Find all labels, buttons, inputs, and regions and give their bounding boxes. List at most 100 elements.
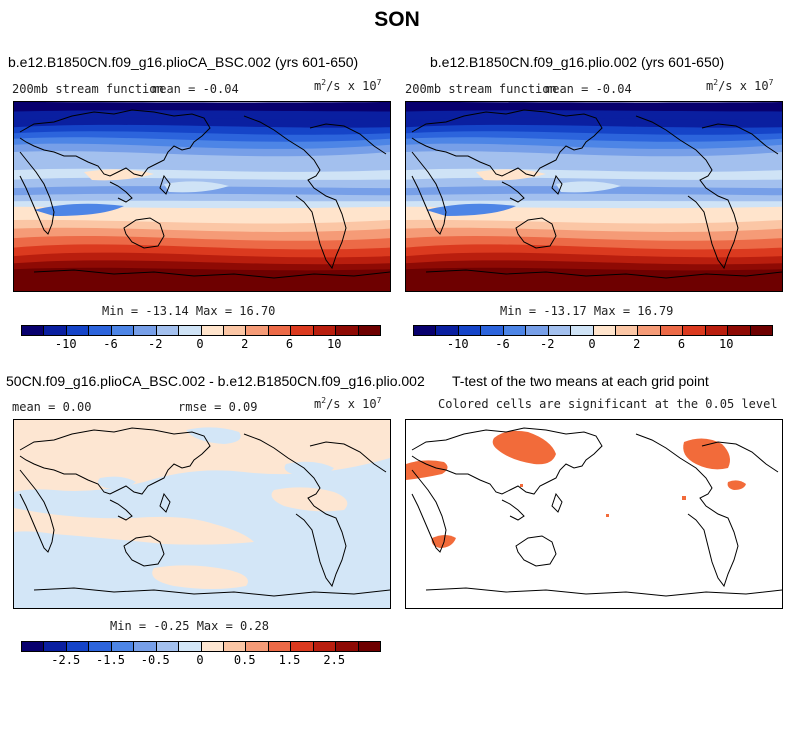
panel3-tick: 0 xyxy=(196,653,204,667)
coastline xyxy=(411,469,447,553)
panel3-tick: -1.5 xyxy=(96,653,125,667)
panel2-title: b.e12.B1850CN.f09_g16.plio.002 (yrs 601-… xyxy=(430,54,725,70)
panel4-map-svg xyxy=(406,427,782,597)
field-anomaly xyxy=(426,203,516,216)
coastline xyxy=(19,469,55,553)
colorbar-swatch xyxy=(268,642,292,651)
panel1-tick: -10 xyxy=(54,337,77,351)
panel2-map xyxy=(405,101,783,292)
coastline xyxy=(19,427,211,495)
panel1-units: m2/s x 107 xyxy=(314,78,382,93)
significant-cell xyxy=(520,484,523,487)
colorbar-swatch xyxy=(246,326,269,335)
panel2-tick: 2 xyxy=(633,337,641,351)
colorbar-swatch xyxy=(22,326,45,335)
colorbar-swatch xyxy=(458,326,482,335)
panel1-map xyxy=(13,101,391,292)
field-band xyxy=(406,280,782,291)
panel2-tick: 6 xyxy=(677,337,686,351)
panel1-title: b.e12.B1850CN.f09_g16.plioCA_BSC.002 (yr… xyxy=(8,54,359,70)
field-anomaly xyxy=(476,169,546,181)
field-anomaly xyxy=(34,203,124,216)
panel1-mean: mean = -0.04 xyxy=(152,82,239,96)
panel1-field-label: 200mb stream function xyxy=(12,82,164,96)
panel2-units: m2/s x 107 xyxy=(706,78,774,93)
negative-anomaly-region xyxy=(284,461,334,477)
colorbar-swatch xyxy=(111,642,135,651)
field-band xyxy=(14,280,390,291)
coastline xyxy=(109,181,133,203)
colorbar-swatch xyxy=(179,642,202,651)
colorbar-swatch xyxy=(728,326,751,335)
panel3-tick: 1.5 xyxy=(278,653,301,667)
panel3-mean: mean = 0.00 xyxy=(12,400,92,414)
panel3-map-svg xyxy=(14,420,390,597)
coastline xyxy=(19,151,55,235)
coastline xyxy=(515,535,557,567)
colorbar-swatch xyxy=(223,642,247,651)
significant-cell xyxy=(682,496,686,500)
colorbar-swatch xyxy=(134,326,157,335)
panel1-colorbar xyxy=(21,325,381,336)
field-anomaly xyxy=(164,181,229,193)
colorbar-swatch xyxy=(134,642,157,651)
colorbar-swatch xyxy=(414,326,437,335)
negative-anomaly-region xyxy=(98,476,136,489)
colorbar-swatch xyxy=(44,326,67,335)
colorbar-swatch xyxy=(683,326,706,335)
panel1-tick: 6 xyxy=(285,337,294,351)
coastline xyxy=(33,269,390,279)
coastline xyxy=(551,492,563,513)
colorbar-swatch xyxy=(179,326,202,335)
colorbar-swatch xyxy=(593,326,616,335)
colorbar-swatch xyxy=(436,326,459,335)
panel3-rmse: rmse = 0.09 xyxy=(178,400,258,414)
colorbar-swatch xyxy=(268,326,292,335)
panel2-tick: -2 xyxy=(540,337,555,351)
coastline xyxy=(701,441,779,473)
significant-cell-region xyxy=(683,438,730,470)
colorbar-swatch xyxy=(66,326,90,335)
panel1-tick: 2 xyxy=(241,337,249,351)
colorbar-swatch xyxy=(615,326,639,335)
panel2-field-label: 200mb stream function xyxy=(405,82,557,96)
panel3-minmax: Min = -0.25 Max = 0.28 xyxy=(110,619,269,633)
coastline xyxy=(159,174,171,195)
panel2-tick: -6 xyxy=(495,337,510,351)
colorbar-swatch xyxy=(89,642,112,651)
colorbar-swatch xyxy=(481,326,504,335)
colorbar-swatch xyxy=(638,326,661,335)
coastline xyxy=(635,115,739,270)
colorbar-swatch xyxy=(156,326,180,335)
coastline xyxy=(501,181,525,203)
coastline xyxy=(123,535,165,567)
colorbar-swatch xyxy=(358,642,380,651)
panel3-title: 50CN.f09_g16.plioCA_BSC.002 - b.e12.B185… xyxy=(6,373,425,389)
coastline xyxy=(635,433,739,588)
coastline xyxy=(33,587,390,597)
significant-cell-region xyxy=(492,430,556,465)
colorbar-swatch xyxy=(22,642,45,651)
colorbar-swatch xyxy=(66,642,90,651)
panel1-tick: -6 xyxy=(103,337,118,351)
coastline xyxy=(501,499,525,521)
panel2-tick: -10 xyxy=(446,337,469,351)
coastline xyxy=(701,123,779,155)
panel2-colorbar-ticks: -10 -6 -2 0 2 6 10 xyxy=(413,337,771,351)
panel1-tick: -2 xyxy=(148,337,163,351)
positive-anomaly-region xyxy=(14,420,390,492)
coastline xyxy=(411,427,603,495)
figure-title: SON xyxy=(374,8,420,31)
colorbar-swatch xyxy=(313,642,337,651)
panel3-tick: 2.5 xyxy=(323,653,346,667)
panel1-tick: 0 xyxy=(196,337,204,351)
colorbar-swatch xyxy=(503,326,527,335)
colorbar-swatch xyxy=(336,326,359,335)
colorbar-swatch xyxy=(156,642,180,651)
colorbar-swatch xyxy=(111,326,135,335)
field-anomaly xyxy=(556,181,621,193)
coastline xyxy=(425,587,782,597)
panel2-map-svg xyxy=(406,102,782,291)
panel1-colorbar-ticks: -10 -6 -2 0 2 6 10 xyxy=(21,337,379,351)
colorbar-swatch xyxy=(44,642,67,651)
